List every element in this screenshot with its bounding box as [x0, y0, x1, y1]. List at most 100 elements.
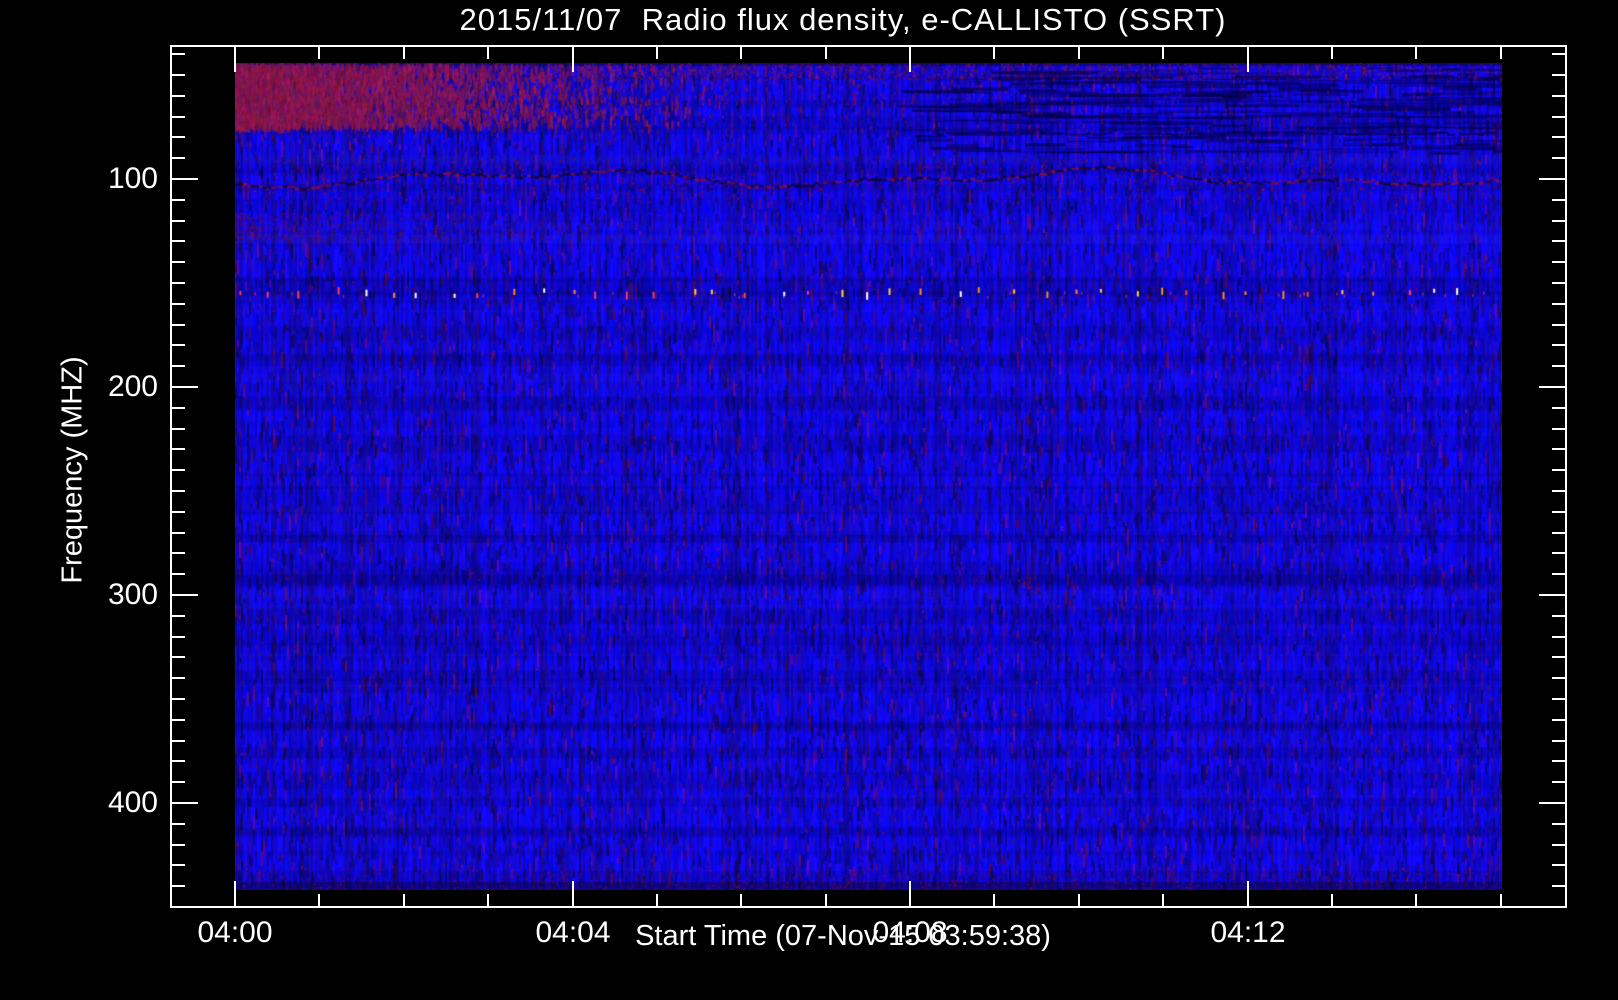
x-tick-label: 04:04	[535, 916, 611, 949]
x-tick-label: 04:00	[197, 916, 273, 949]
y-minor-tick	[172, 116, 185, 118]
x-minor-tick-top	[825, 47, 827, 59]
y-minor-tick-right	[1552, 864, 1565, 866]
x-minor-tick-top	[1162, 47, 1164, 59]
y-minor-tick	[172, 220, 185, 222]
x-tick-label: 04:08	[872, 916, 948, 949]
x-minor-tick	[1415, 894, 1417, 906]
y-tick-label: 400	[107, 786, 158, 819]
y-major-tick	[172, 802, 198, 804]
y-minor-tick	[172, 656, 185, 658]
y-minor-tick-right	[1552, 303, 1565, 305]
y-minor-tick	[172, 511, 185, 513]
y-minor-tick	[172, 719, 185, 721]
y-minor-tick	[172, 324, 185, 326]
x-minor-tick-top	[656, 47, 658, 59]
y-minor-tick-right	[1552, 844, 1565, 846]
y-minor-tick-right	[1552, 469, 1565, 471]
x-minor-tick	[1078, 894, 1080, 906]
y-minor-tick-right	[1552, 532, 1565, 534]
x-minor-tick	[487, 894, 489, 906]
x-minor-tick-top	[1331, 47, 1333, 59]
y-minor-tick-right	[1552, 240, 1565, 242]
x-minor-tick	[740, 894, 742, 906]
y-minor-tick	[172, 636, 185, 638]
y-major-tick-right	[1539, 594, 1565, 596]
y-minor-tick-right	[1552, 552, 1565, 554]
x-major-tick-top	[909, 47, 911, 72]
x-minor-tick	[825, 894, 827, 906]
y-minor-tick-right	[1552, 698, 1565, 700]
x-minor-tick-top	[993, 47, 995, 59]
x-minor-tick	[318, 894, 320, 906]
x-minor-tick	[1500, 894, 1502, 906]
y-minor-tick	[172, 53, 185, 55]
y-minor-tick-right	[1552, 116, 1565, 118]
x-major-tick	[1247, 881, 1249, 906]
y-tick-label: 100	[107, 162, 158, 195]
x-major-tick-top	[234, 47, 236, 72]
y-minor-tick-right	[1552, 136, 1565, 138]
y-minor-tick	[172, 469, 185, 471]
y-minor-tick	[172, 552, 185, 554]
y-minor-tick	[172, 573, 185, 575]
y-minor-tick-right	[1552, 636, 1565, 638]
x-minor-tick-top	[487, 47, 489, 59]
y-minor-tick-right	[1552, 407, 1565, 409]
y-minor-tick-right	[1552, 781, 1565, 783]
y-minor-tick-right	[1552, 365, 1565, 367]
x-minor-tick-top	[1415, 47, 1417, 59]
x-axis-label: Start Time (07-Nov-15 03:59:38)	[635, 920, 1051, 952]
y-minor-tick	[172, 781, 185, 783]
y-major-tick-right	[1539, 386, 1565, 388]
y-minor-tick-right	[1552, 760, 1565, 762]
x-minor-tick	[656, 894, 658, 906]
y-minor-tick	[172, 864, 185, 866]
y-minor-tick-right	[1552, 344, 1565, 346]
y-minor-tick-right	[1552, 656, 1565, 658]
x-minor-tick	[1162, 894, 1164, 906]
x-minor-tick-top	[1500, 47, 1502, 59]
y-tick-label: 200	[107, 370, 158, 403]
y-minor-tick-right	[1552, 157, 1565, 159]
y-minor-tick-right	[1552, 511, 1565, 513]
y-minor-tick	[172, 240, 185, 242]
y-minor-tick-right	[1552, 740, 1565, 742]
y-minor-tick-right	[1552, 677, 1565, 679]
chart-title: 2015/11/07 Radio flux density, e-CALLIST…	[459, 2, 1227, 37]
y-minor-tick	[172, 261, 185, 263]
y-minor-tick-right	[1552, 573, 1565, 575]
y-minor-tick	[172, 698, 185, 700]
y-minor-tick	[172, 157, 185, 159]
y-minor-tick	[172, 740, 185, 742]
y-minor-tick	[172, 677, 185, 679]
y-minor-tick	[172, 199, 185, 201]
y-minor-tick	[172, 823, 185, 825]
y-minor-tick	[172, 407, 185, 409]
y-major-tick	[172, 178, 198, 180]
y-minor-tick-right	[1552, 261, 1565, 263]
y-minor-tick	[172, 136, 185, 138]
y-minor-tick	[172, 844, 185, 846]
y-minor-tick-right	[1552, 324, 1565, 326]
x-major-tick	[909, 881, 911, 906]
y-minor-tick	[172, 95, 185, 97]
y-minor-tick-right	[1552, 823, 1565, 825]
y-minor-tick-right	[1552, 282, 1565, 284]
x-minor-tick	[403, 894, 405, 906]
y-minor-tick-right	[1552, 448, 1565, 450]
x-minor-tick-top	[403, 47, 405, 59]
x-major-tick	[234, 881, 236, 906]
x-minor-tick	[1331, 894, 1333, 906]
x-major-tick-top	[1247, 47, 1249, 72]
y-major-tick-right	[1539, 802, 1565, 804]
y-minor-tick-right	[1552, 220, 1565, 222]
y-minor-tick	[172, 532, 185, 534]
y-minor-tick	[172, 344, 185, 346]
y-minor-tick-right	[1552, 74, 1565, 76]
y-minor-tick-right	[1552, 53, 1565, 55]
x-minor-tick-top	[1078, 47, 1080, 59]
y-minor-tick-right	[1552, 490, 1565, 492]
y-minor-tick-right	[1552, 615, 1565, 617]
